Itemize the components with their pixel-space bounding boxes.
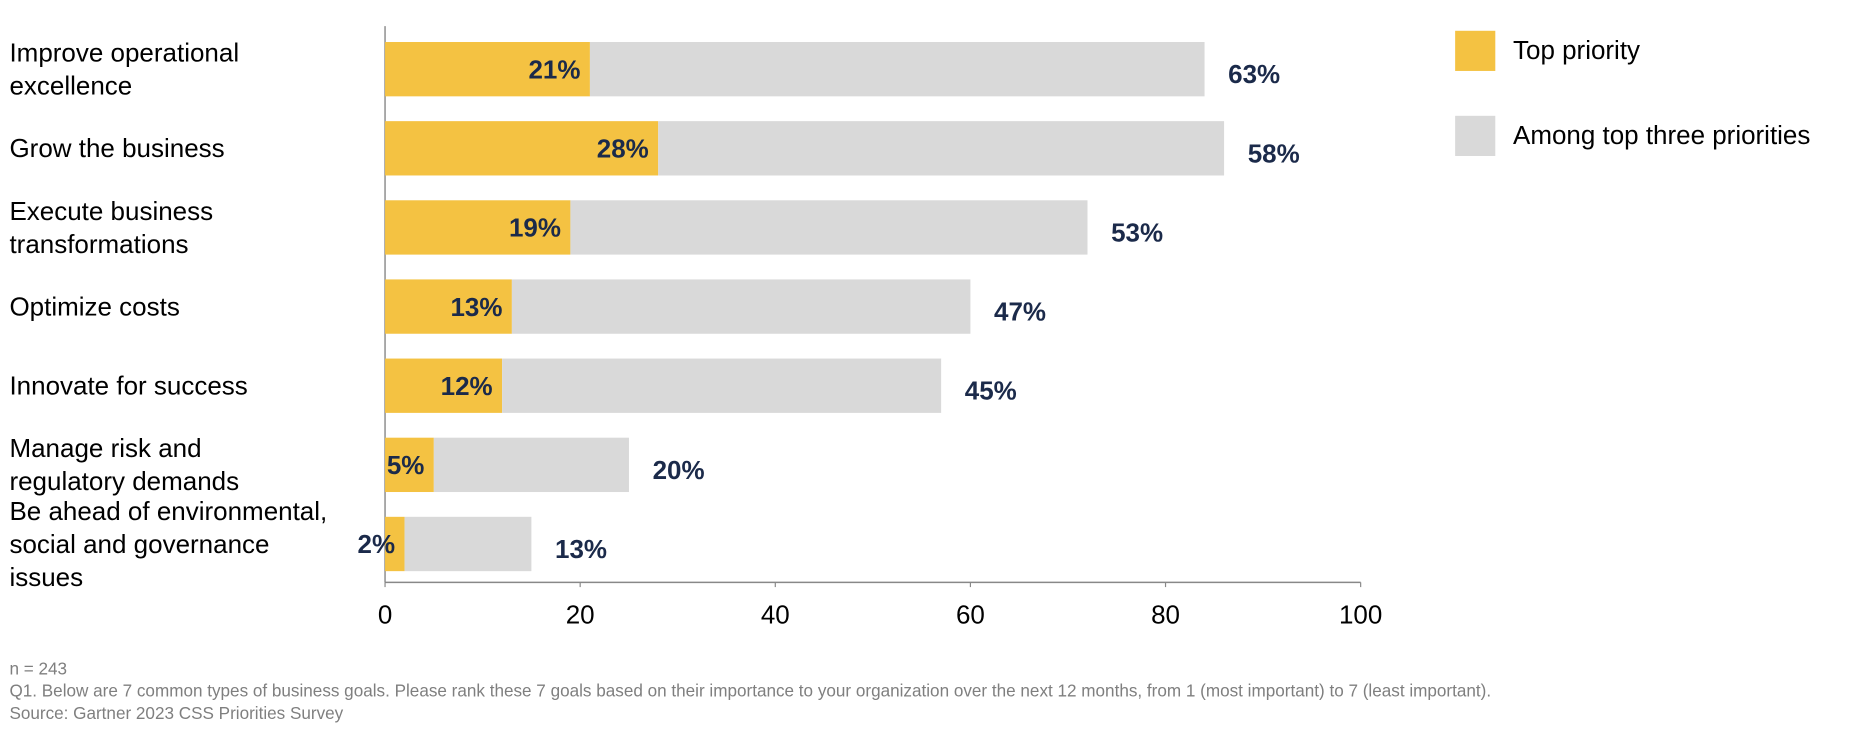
bar	[385, 516, 405, 572]
legend-swatch	[1455, 30, 1496, 71]
value-label: 13%	[555, 534, 607, 564]
legend-swatch	[1455, 115, 1496, 156]
x-tick-label: 60	[956, 599, 985, 629]
bar	[404, 516, 532, 572]
x-tick-label: 80	[1151, 599, 1180, 629]
y-tick-label: Improve operational excellence	[9, 37, 240, 100]
x-tick-label: 20	[566, 599, 595, 629]
category-label-box: Optimize costs	[9, 291, 180, 321]
y-tick-label: Innovate for success	[9, 370, 248, 400]
value-label: 12%	[441, 371, 493, 401]
category-label-box: Grow the business	[9, 132, 225, 163]
value-label: 45%	[965, 376, 1017, 406]
bar	[385, 437, 434, 493]
x-tick-label: 0	[378, 599, 392, 629]
bar	[433, 437, 629, 493]
footnote: Source: Gartner 2023 CSS Priorities Surv…	[9, 704, 343, 723]
bar	[385, 358, 503, 413]
category-label-box: Execute business transformations	[9, 195, 214, 259]
y-tick-label: Optimize costs	[9, 291, 180, 321]
value-label: 47%	[994, 297, 1046, 327]
value-label: 20%	[653, 455, 705, 485]
bar	[385, 279, 512, 334]
bar	[658, 121, 1225, 176]
legend-label: Among top three priorities	[1513, 120, 1810, 150]
bar	[385, 200, 571, 255]
category-label-box: Be ahead of environmental, social and go…	[9, 495, 328, 592]
legend-label: Top priority	[1513, 35, 1640, 65]
bar	[589, 42, 1205, 97]
y-tick-label: Grow the business	[9, 132, 225, 163]
x-tick-label: 100	[1339, 599, 1382, 629]
bar	[385, 42, 590, 97]
value-label: 13%	[450, 292, 502, 322]
value-label: 63%	[1228, 59, 1280, 89]
value-label: 28%	[597, 134, 649, 164]
value-label: 53%	[1111, 217, 1163, 247]
bar	[502, 358, 942, 413]
value-label: 2%	[358, 529, 396, 559]
value-label: 19%	[509, 213, 561, 243]
value-label: 58%	[1248, 138, 1300, 168]
category-label-box: Improve operational excellence	[9, 37, 240, 100]
value-label: 5%	[387, 450, 425, 480]
bar	[385, 121, 659, 176]
x-tick-label: 40	[761, 599, 790, 629]
value-label: 21%	[528, 54, 580, 84]
y-tick-label: Manage risk and regulatory demands	[9, 432, 240, 496]
category-label-box: Manage risk and regulatory demands	[9, 432, 240, 496]
category-label-box: Innovate for success	[9, 370, 248, 400]
bar	[511, 279, 971, 334]
footnote: Q1. Below are 7 common types of business…	[9, 682, 1491, 701]
y-tick-label: Be ahead of environmental, social and go…	[9, 495, 328, 592]
bar	[570, 200, 1088, 255]
footnote: n = 243	[9, 659, 67, 678]
y-tick-label: Execute business transformations	[9, 195, 214, 259]
